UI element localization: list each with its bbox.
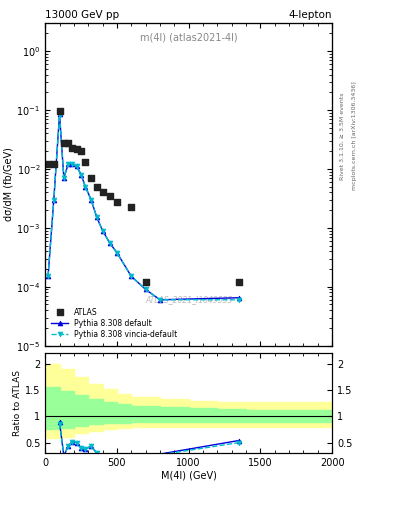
Text: mcplots.cern.ch [arXiv:1306.3436]: mcplots.cern.ch [arXiv:1306.3436] — [352, 81, 357, 190]
Y-axis label: Ratio to ATLAS: Ratio to ATLAS — [13, 370, 22, 436]
Pythia 8.308 vincia-default — [74, 163, 79, 169]
Text: 13000 GeV pp: 13000 GeV pp — [45, 10, 119, 20]
Pythia 8.308 default — [51, 197, 56, 203]
ATLAS — [114, 198, 120, 206]
Legend: ATLAS, Pythia 8.308 default, Pythia 8.308 vincia-default: ATLAS, Pythia 8.308 default, Pythia 8.30… — [49, 306, 180, 342]
ATLAS — [236, 278, 242, 286]
Pythia 8.308 vincia-default — [83, 184, 88, 190]
Pythia 8.308 default — [129, 273, 134, 280]
Pythia 8.308 default — [89, 197, 94, 203]
Pythia 8.308 default — [107, 240, 112, 246]
ATLAS — [107, 191, 113, 200]
Line: Pythia 8.308 default: Pythia 8.308 default — [46, 112, 241, 302]
Text: m(4l) (atlas2021-4l): m(4l) (atlas2021-4l) — [140, 33, 237, 42]
Pythia 8.308 default — [158, 296, 162, 303]
Pythia 8.308 default — [143, 286, 148, 292]
Pythia 8.308 vincia-default — [94, 215, 99, 221]
ATLAS — [142, 278, 149, 286]
Pythia 8.308 vincia-default — [237, 296, 241, 303]
Text: Rivet 3.1.10, ≥ 3.5M events: Rivet 3.1.10, ≥ 3.5M events — [340, 92, 345, 180]
Pythia 8.308 default — [94, 215, 99, 221]
ATLAS — [61, 138, 67, 146]
Pythia 8.308 default — [115, 249, 119, 255]
Pythia 8.308 vincia-default — [51, 197, 56, 203]
Pythia 8.308 default — [79, 172, 83, 178]
Pythia 8.308 default — [61, 175, 66, 181]
Pythia 8.308 vincia-default — [57, 112, 62, 118]
Text: ATLAS_2021_I1849535: ATLAS_2021_I1849535 — [145, 295, 232, 304]
X-axis label: M(4l) (GeV): M(4l) (GeV) — [161, 471, 217, 481]
ATLAS — [88, 174, 94, 182]
ATLAS — [78, 147, 84, 155]
Pythia 8.308 default — [83, 184, 88, 190]
Pythia 8.308 vincia-default — [66, 161, 70, 167]
Y-axis label: dσ/dM (fb/GeV): dσ/dM (fb/GeV) — [4, 147, 13, 221]
ATLAS — [99, 188, 106, 197]
Pythia 8.308 default — [66, 161, 70, 167]
Pythia 8.308 vincia-default — [129, 273, 134, 280]
Pythia 8.308 default — [74, 163, 79, 169]
Text: 4-lepton: 4-lepton — [288, 10, 332, 20]
Pythia 8.308 vincia-default — [100, 227, 105, 233]
ATLAS — [51, 160, 57, 168]
ATLAS — [94, 183, 100, 191]
Pythia 8.308 default — [57, 111, 62, 117]
Pythia 8.308 vincia-default — [158, 296, 162, 303]
ATLAS — [73, 145, 80, 153]
ATLAS — [45, 160, 51, 168]
Pythia 8.308 vincia-default — [61, 175, 66, 181]
ATLAS — [128, 202, 134, 210]
Pythia 8.308 default — [70, 161, 75, 167]
ATLAS — [65, 138, 71, 146]
Pythia 8.308 default — [100, 227, 105, 233]
Pythia 8.308 default — [237, 294, 241, 301]
ATLAS — [57, 107, 63, 115]
Pythia 8.308 vincia-default — [107, 240, 112, 246]
Pythia 8.308 vincia-default — [79, 172, 83, 178]
Pythia 8.308 default — [46, 273, 50, 280]
Pythia 8.308 vincia-default — [143, 286, 148, 292]
Pythia 8.308 vincia-default — [46, 273, 50, 280]
Line: Pythia 8.308 vincia-default: Pythia 8.308 vincia-default — [46, 113, 241, 302]
Pythia 8.308 vincia-default — [89, 197, 94, 203]
ATLAS — [82, 158, 88, 166]
Pythia 8.308 vincia-default — [70, 161, 75, 167]
Pythia 8.308 vincia-default — [115, 249, 119, 255]
ATLAS — [69, 143, 75, 152]
